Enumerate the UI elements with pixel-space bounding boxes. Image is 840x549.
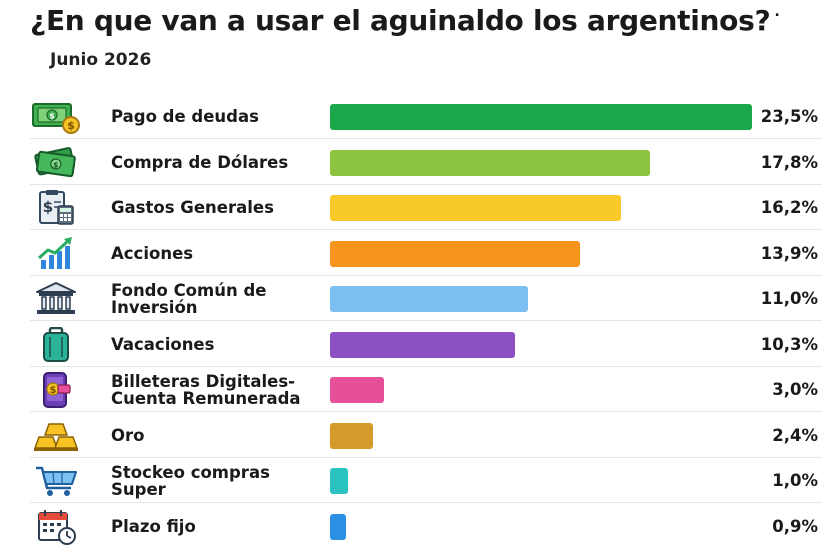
- title-mark: .: [774, 4, 780, 20]
- bar: [330, 377, 384, 403]
- value-label: 3,0%: [772, 380, 818, 399]
- bar: [330, 286, 528, 312]
- bar: [330, 195, 621, 221]
- bank-icon: [28, 280, 84, 318]
- chart-row: $ Compra de Dólares 17,8%: [0, 140, 840, 185]
- bar: [330, 240, 580, 267]
- svg-text:$: $: [43, 198, 53, 216]
- bar: [330, 513, 347, 540]
- row-divider: [30, 411, 822, 412]
- invoice-calculator-icon: $: [28, 189, 84, 227]
- row-divider: [30, 320, 822, 321]
- svg-text:$: $: [52, 160, 59, 170]
- category-label: Plazo fijo: [111, 516, 196, 536]
- shopping-cart-icon: [28, 462, 84, 500]
- bar: [330, 104, 752, 130]
- chart-row: $ $ Pago de deudas 23,5%: [0, 94, 840, 139]
- row-divider: [30, 456, 822, 458]
- category-label: Acciones: [111, 243, 194, 263]
- value-label: 11,0%: [760, 289, 818, 308]
- chart-row: Stockeo compras Super 1,0%: [0, 458, 840, 503]
- dollar-bills-icon: $: [28, 144, 84, 182]
- chart-row: $ Billeteras Digitales- Cuenta Remunerada…: [0, 367, 840, 412]
- chart-title: ¿En que van a usar el aguinaldo los arge…: [30, 4, 780, 37]
- svg-text:$: $: [49, 112, 55, 121]
- category-label: Vacaciones: [111, 334, 215, 354]
- gold-bars-icon: [28, 417, 84, 455]
- row-divider: [30, 365, 822, 367]
- value-label: 17,8%: [760, 152, 818, 172]
- chart-row: Oro 2,4%: [0, 413, 840, 458]
- chart-row: $ Gastos Generales 16,2%: [0, 185, 840, 230]
- category-label: Compra de Dólares: [111, 152, 289, 172]
- row-divider: [30, 274, 822, 276]
- category-label: Gastos Generales: [111, 198, 274, 217]
- stock-growth-icon: [28, 235, 84, 273]
- value-label: 13,9%: [760, 243, 818, 263]
- chart-row: Vacaciones 10,3%: [0, 322, 840, 367]
- value-label: 2,4%: [772, 425, 818, 445]
- calendar-clock-icon: [28, 508, 84, 546]
- digital-wallet-icon: $: [28, 371, 84, 409]
- chart-row: Plazo fijo 0,9%: [0, 504, 840, 549]
- chart-row: Fondo Común de Inversión 11,0%: [0, 276, 840, 321]
- row-divider: [30, 183, 822, 185]
- category-label: Pago de deudas: [111, 107, 259, 126]
- bar: [330, 149, 650, 176]
- bar: [330, 331, 515, 358]
- value-label: 16,2%: [760, 198, 818, 217]
- bar: [330, 468, 348, 494]
- category-label: Oro: [111, 425, 145, 445]
- value-label: 1,0%: [772, 471, 818, 490]
- value-label: 23,5%: [760, 107, 818, 126]
- svg-text:$: $: [67, 119, 75, 132]
- svg-text:$: $: [50, 385, 57, 396]
- category-label: Fondo Común de Inversión: [111, 280, 267, 317]
- suitcase-icon: [28, 326, 84, 364]
- money-cash-icon: $ $: [28, 98, 84, 136]
- row-divider: [30, 138, 822, 139]
- chart-row: Acciones 13,9%: [0, 231, 840, 276]
- value-label: 10,3%: [760, 334, 818, 354]
- value-label: 0,9%: [772, 516, 818, 536]
- category-label: Billeteras Digitales- Cuenta Remunerada: [111, 371, 301, 408]
- bar: [330, 422, 374, 449]
- category-label: Stockeo compras Super: [111, 462, 270, 499]
- chart-subtitle: Junio 2026: [50, 50, 152, 70]
- row-divider: [30, 229, 822, 230]
- row-divider: [30, 502, 822, 503]
